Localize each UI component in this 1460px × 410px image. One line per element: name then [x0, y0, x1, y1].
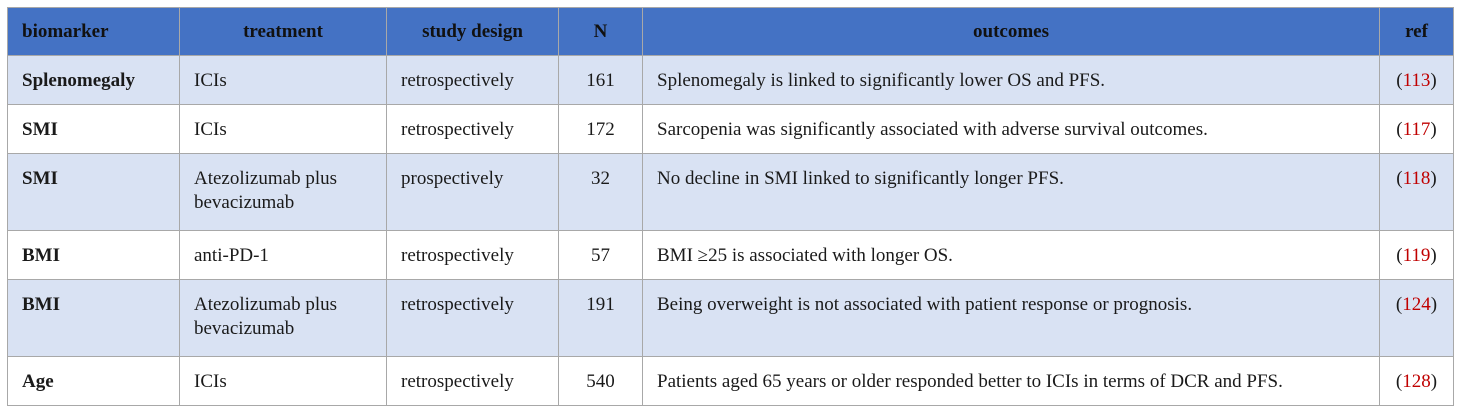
cell-n: 161	[558, 55, 643, 105]
table-row: Age ICIs retrospectively 540 Patients ag…	[7, 356, 1454, 406]
cell-outcome: BMI ≥25 is associated with longer OS.	[642, 230, 1380, 280]
cell-treatment: Atezolizumab plus bevacizumab	[179, 279, 387, 357]
cell-study-design: retrospectively	[386, 104, 559, 154]
ref-link[interactable]: 113	[1402, 70, 1431, 91]
ref-link[interactable]: 119	[1402, 245, 1431, 266]
ref-link[interactable]: 128	[1402, 371, 1431, 392]
cell-study-design: retrospectively	[386, 356, 559, 406]
col-header-n: N	[558, 7, 643, 56]
cell-biomarker: Age	[7, 356, 180, 406]
ref-link[interactable]: 124	[1402, 294, 1431, 315]
cell-ref: (113)	[1379, 55, 1454, 105]
cell-n: 172	[558, 104, 643, 154]
cell-ref: (117)	[1379, 104, 1454, 154]
cell-biomarker: BMI	[7, 230, 180, 280]
cell-biomarker: SMI	[7, 153, 180, 231]
cell-outcome: No decline in SMI linked to significantl…	[642, 153, 1380, 231]
table-row: SMI ICIs retrospectively 172 Sarcopenia …	[7, 104, 1454, 154]
cell-outcome: Patients aged 65 years or older responde…	[642, 356, 1380, 406]
table-row: SMI Atezolizumab plus bevacizumab prospe…	[7, 153, 1454, 231]
table-container: biomarker treatment study design N outco…	[7, 7, 1454, 406]
cell-biomarker: SMI	[7, 104, 180, 154]
cell-study-design: retrospectively	[386, 55, 559, 105]
cell-study-design: prospectively	[386, 153, 559, 231]
ref-link[interactable]: 117	[1402, 119, 1431, 140]
col-header-treatment: treatment	[179, 7, 387, 56]
cell-study-design: retrospectively	[386, 279, 559, 357]
header-row: biomarker treatment study design N outco…	[7, 7, 1454, 56]
cell-treatment: ICIs	[179, 55, 387, 105]
cell-n: 32	[558, 153, 643, 231]
cell-study-design: retrospectively	[386, 230, 559, 280]
biomarker-table: biomarker treatment study design N outco…	[7, 7, 1454, 406]
table-row: BMI anti-PD-1 retrospectively 57 BMI ≥25…	[7, 230, 1454, 280]
cell-treatment: ICIs	[179, 356, 387, 406]
cell-treatment: anti-PD-1	[179, 230, 387, 280]
cell-outcome: Being overweight is not associated with …	[642, 279, 1380, 357]
cell-n: 191	[558, 279, 643, 357]
cell-biomarker: Splenomegaly	[7, 55, 180, 105]
cell-ref: (128)	[1379, 356, 1454, 406]
cell-ref: (124)	[1379, 279, 1454, 357]
cell-n: 540	[558, 356, 643, 406]
table-row: BMI Atezolizumab plus bevacizumab retros…	[7, 279, 1454, 357]
cell-outcome: Splenomegaly is linked to significantly …	[642, 55, 1380, 105]
col-header-biomarker: biomarker	[7, 7, 180, 56]
col-header-study-design: study design	[386, 7, 559, 56]
col-header-outcomes: outcomes	[642, 7, 1380, 56]
ref-link[interactable]: 118	[1402, 168, 1431, 189]
cell-treatment: ICIs	[179, 104, 387, 154]
cell-outcome: Sarcopenia was significantly associated …	[642, 104, 1380, 154]
cell-treatment: Atezolizumab plus bevacizumab	[179, 153, 387, 231]
cell-ref: (119)	[1379, 230, 1454, 280]
table-row: Splenomegaly ICIs retrospectively 161 Sp…	[7, 55, 1454, 105]
cell-n: 57	[558, 230, 643, 280]
cell-biomarker: BMI	[7, 279, 180, 357]
col-header-ref: ref	[1379, 7, 1454, 56]
cell-ref: (118)	[1379, 153, 1454, 231]
